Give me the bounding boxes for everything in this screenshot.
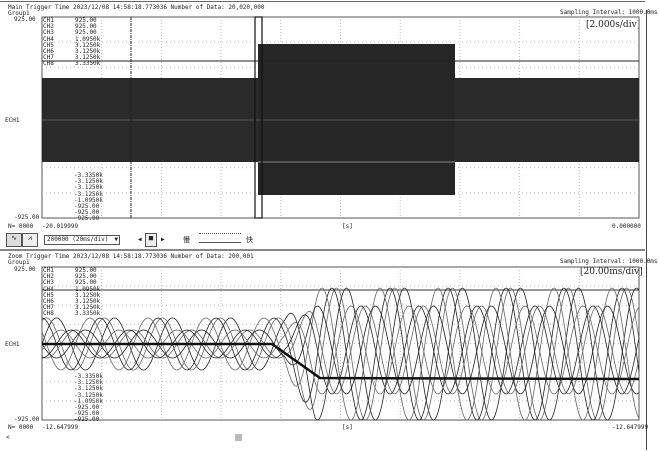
channel-max: 3.1250k [75,41,101,49]
prev-button[interactable]: ◀ [138,236,142,243]
channel-min: -3.1250k [74,379,103,387]
channel-label: CH4 [43,285,54,293]
zoom-xstart: -12.647999 [42,424,79,431]
channel-max: 3.1250k [75,291,101,299]
channel-label: CH2 [43,23,54,31]
channel-min: -3.3350k [74,172,103,179]
channel-min: -925.00 [74,404,100,411]
waveform-channel [41,305,640,395]
channel-label: CH8 [43,60,54,68]
next-button[interactable]: ▶ [161,236,165,243]
channel-max: 3.3350k [75,310,101,318]
channel-max: 3.1250k [75,298,101,305]
wave-mode-button[interactable]: ∿ [6,233,22,247]
zoom-div-label: [20.00ms/div] [580,267,643,277]
zoom-ylabel: ECH1 [5,341,20,348]
channel-max: 925.00 [75,17,97,24]
channel-min: -3.1250k [74,190,103,198]
channel-max: 3.1250k [75,54,101,62]
main-sampling: Sampling Interval: 1000.0ms [560,9,658,16]
waveform-channel [41,287,640,421]
zoom-xend: -12.647999 [612,424,649,431]
channel-max: 925.00 [75,29,97,37]
channel-max: 3.3350k [75,60,101,68]
channel-label: CH2 [43,273,54,281]
slow-label: 慢 [183,236,190,244]
zoom-ymin: -925.00 [14,416,40,423]
main-ymin: -925.00 [14,214,40,221]
main-window-frame [0,1,645,2]
zoom-xunit: [s] [342,424,353,431]
channel-max: 925.00 [75,273,97,281]
main-div-label: [2.000s/div] [586,20,641,30]
scrollbar-thumb[interactable] [235,434,242,441]
channel-label: CH3 [43,279,54,287]
channel-label: CH1 [43,267,54,274]
waveform-dc-channel [42,342,640,381]
channel-min: -3.1250k [74,184,103,192]
zoom-n: N= 0000 [8,424,34,431]
wave-mode-2-button[interactable]: ⩘ [22,233,38,247]
channel-min: -925.00 [74,203,100,210]
main-xunit: [s] [342,223,353,230]
channel-max: 3.1250k [75,304,101,312]
channel-min: -3.1250k [74,391,103,399]
channel-min: -1.0950k [74,397,103,405]
channel-max: 1.0950k [75,35,101,43]
sample-select[interactable]: 200000 (20ms/div) ▼ [44,235,120,245]
waveform-channel [41,287,640,421]
channel-min: -925.00 [74,209,100,217]
waveform-channel [41,305,640,395]
channel-min: -925.00 [74,215,100,223]
channel-label: CH8 [43,310,54,318]
channel-label: CH4 [43,35,54,43]
main-n: N= 0000 [8,223,34,230]
channel-label: CH3 [43,29,54,37]
waveform-channel [41,305,640,395]
channel-max: 925.00 [75,279,97,287]
main-xend: 0.000000 [612,223,641,230]
zoom-group: Group1 [8,259,30,266]
main-ymax: 925.00 [14,16,36,23]
channel-min: -1.0950k [74,196,103,204]
waveform-channel [41,287,640,421]
channel-min: -3.3350k [74,373,103,380]
main-ylabel: ECH1 [5,117,20,124]
speed-slider[interactable] [199,233,241,243]
channel-label: CH7 [43,304,54,312]
divider [0,249,645,251]
channel-label: CH6 [43,298,54,305]
stop-button[interactable]: ■ [145,233,157,247]
waveform-channel [41,287,640,421]
channel-min: -3.1250k [74,178,103,186]
scroll-left-button[interactable]: < [6,434,10,441]
zoom-cursor-box [254,16,263,219]
zoom-header: Zoom Trigger Time 2023/12/08 14:58:18.77… [8,253,254,260]
fast-label: 快 [246,236,253,244]
channel-max: 3.1250k [75,48,101,55]
channel-label: CH7 [43,54,54,62]
zoom-sampling: Sampling Interval: 1000.0ms [560,258,658,265]
main-header: Main Trigger Time 2023/12/08 14:58:18.77… [8,4,265,11]
chevron-down-icon: ▼ [114,236,118,243]
channel-label: CH1 [43,17,54,24]
channel-max: 925.00 [75,267,97,274]
channel-label: CH5 [43,41,54,49]
sample-select-value: 200000 (20ms/div) [47,236,109,243]
channel-label: CH5 [43,291,54,299]
channel-min: -3.1250k [74,385,103,393]
channel-max: 925.00 [75,23,97,31]
channel-min: -925.00 [74,410,100,418]
main-xstart: -20.019999 [42,223,79,230]
right-border [646,10,647,450]
main-group: Group1 [8,10,30,17]
channel-max: 1.0950k [75,285,101,293]
waveform-channel [41,305,640,395]
channel-label: CH6 [43,48,54,55]
zoom-ymax: 925.00 [14,266,36,273]
